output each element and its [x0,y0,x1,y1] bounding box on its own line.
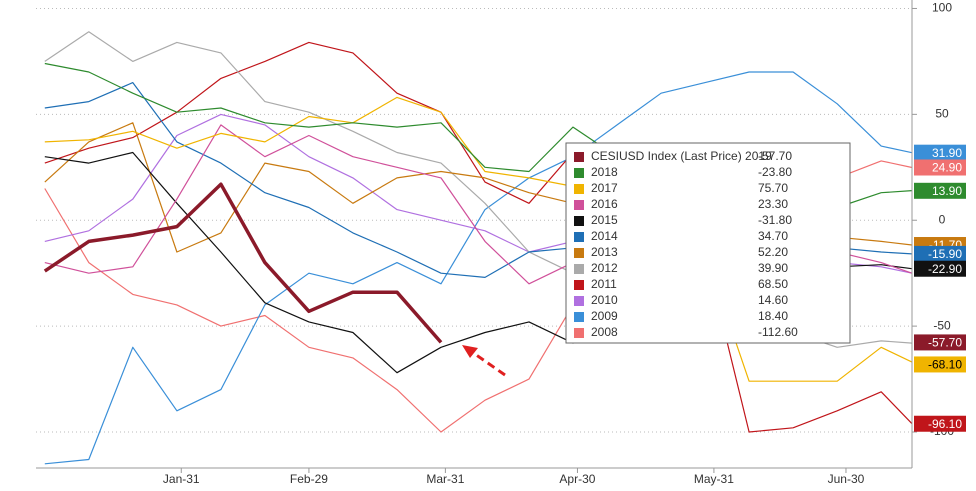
value-tag-label: 24.90 [932,161,962,175]
legend-swatch [574,312,584,322]
value-tag-label: -22.90 [928,262,962,276]
legend-label: 2009 [591,309,618,323]
legend-swatch [574,328,584,338]
legend-value: 52.20 [758,245,788,259]
x-tick-label: Jun-30 [828,472,865,486]
legend-swatch [574,296,584,306]
legend-label: 2012 [591,261,618,275]
legend-label: 2015 [591,213,618,227]
legend-value: 34.70 [758,229,788,243]
value-tag [914,182,966,199]
series-line [44,71,913,465]
legend-value: -57.70 [758,149,792,163]
legend-swatch [574,200,584,210]
legend-label: 2008 [591,325,618,339]
x-tick-label: Feb-29 [290,472,328,486]
series-line [44,96,913,382]
legend-label: 2017 [591,181,618,195]
y-tick-label: 50 [935,107,949,121]
value-tag [914,415,966,432]
value-tag [914,159,966,176]
legend-value: 68.50 [758,277,788,291]
legend-swatch [574,184,584,194]
legend-label: 2010 [591,293,618,307]
legend-value: 18.40 [758,309,788,323]
arrow-shaft [471,350,506,377]
value-tag [914,334,966,351]
legend-swatch [574,168,584,178]
legend-value: 39.90 [758,261,788,275]
legend-swatch [574,152,584,162]
legend-value: -31.80 [758,213,792,227]
legend-value: -112.60 [758,325,798,339]
legend-box [565,142,851,344]
value-tag-label: -68.10 [928,358,962,372]
value-tag-label: -57.70 [928,336,962,350]
legend-label: 2016 [591,197,618,211]
y-tick-label: -50 [933,318,951,332]
series-line [43,182,443,344]
x-tick-label: Jan-31 [163,472,200,486]
legend-value: 75.70 [758,181,788,195]
y-tick-label: 100 [932,1,952,15]
x-tick-label: Mar-31 [426,472,464,486]
legend: CESIUSD Index (Last Price) 2019-57.70 201… [565,142,851,344]
value-tag [914,245,966,262]
legend-swatch [574,248,584,258]
legend-value: 14.60 [758,293,788,307]
value-tag-label: 31.90 [932,146,962,160]
legend-value: -23.80 [758,165,792,179]
legend-label: 2011 [591,277,617,291]
value-tag-label: -15.90 [928,247,962,261]
legend-label: 2018 [591,165,618,179]
y-tick-label: 0 [939,212,946,226]
legend-swatch [574,280,584,290]
value-tag [914,260,966,277]
value-tag [914,356,966,373]
x-tick-label: May-31 [694,472,734,486]
legend-value: 23.30 [758,197,788,211]
legend-label: 2013 [591,245,618,259]
value-tag-label: 13.90 [932,184,962,198]
lines [43,31,913,465]
legend-label: 2014 [591,229,618,243]
legend-swatch [574,264,584,274]
legend-label: CESIUSD Index (Last Price) 2019 [591,149,772,163]
tags: 31.9024.9013.90-11.70-15.90-22.90-57.70-… [914,144,966,432]
series-line [44,41,913,433]
legend-swatch [574,216,584,226]
arrow-head [462,345,478,358]
annotation-arrow [462,345,506,377]
value-tag-label: -96.10 [928,417,962,431]
x-tick-label: Apr-30 [559,472,595,486]
legend-swatch [574,232,584,242]
value-tag [914,144,966,161]
